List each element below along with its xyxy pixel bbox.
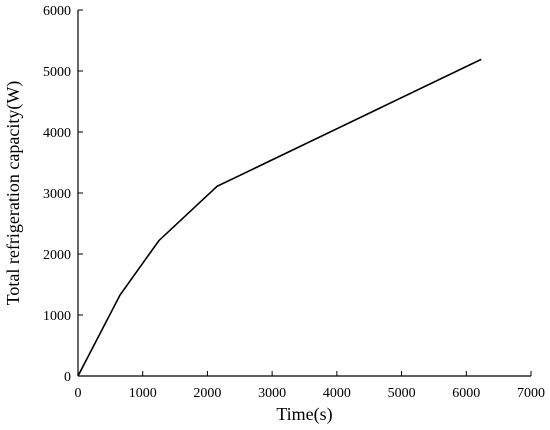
- y-tick-label: 5000: [43, 65, 71, 80]
- y-tick-label: 3000: [43, 187, 71, 202]
- y-axis-title: Total refrigeration capacity(W): [3, 81, 24, 306]
- x-tick-label: 6000: [452, 386, 480, 401]
- x-axis-ticks: 0 1000 2000 3000 4000 5000 6000 7000: [75, 371, 545, 401]
- x-tick-label: 5000: [388, 386, 416, 401]
- series-line: [77, 58, 482, 377]
- x-axis-title: Time(s): [276, 404, 332, 425]
- x-tick-label: 0: [75, 386, 82, 401]
- y-axis-ticks: 0 1000 2000 3000 4000 5000 6000: [43, 4, 83, 385]
- y-tick-label: 0: [64, 370, 71, 385]
- y-tick-label: 6000: [43, 4, 71, 19]
- x-tick-label: 3000: [258, 386, 286, 401]
- y-tick-label: 1000: [43, 309, 71, 324]
- y-tick-label: 4000: [43, 126, 71, 141]
- x-tick-label: 1000: [129, 386, 157, 401]
- x-tick-label: 4000: [323, 386, 351, 401]
- x-tick-label: 2000: [193, 386, 221, 401]
- y-tick-label: 2000: [43, 248, 71, 263]
- x-tick-label: 7000: [517, 386, 545, 401]
